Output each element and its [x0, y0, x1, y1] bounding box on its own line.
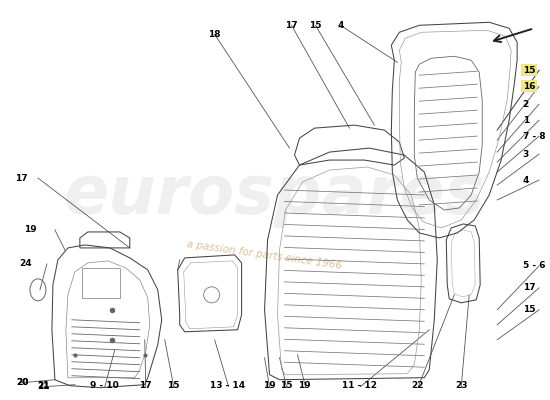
Text: 3: 3 [522, 150, 529, 158]
Text: eurospares: eurospares [64, 162, 485, 228]
Text: 17: 17 [15, 174, 28, 182]
Text: 21: 21 [38, 382, 50, 391]
Text: 19: 19 [24, 226, 36, 234]
Text: 20: 20 [16, 378, 28, 387]
Text: 9 - 10: 9 - 10 [90, 381, 119, 390]
Text: 15: 15 [522, 66, 535, 75]
Text: 20: 20 [16, 378, 28, 386]
Text: 11 - 12: 11 - 12 [342, 381, 377, 390]
Text: 22: 22 [411, 381, 424, 390]
Text: a passion for parts since 1966: a passion for parts since 1966 [186, 239, 343, 271]
Text: 2: 2 [522, 100, 529, 109]
Text: 15: 15 [309, 21, 322, 30]
Text: 15: 15 [522, 66, 535, 75]
Text: 4: 4 [337, 21, 344, 30]
Text: 15: 15 [167, 381, 179, 390]
Text: 15: 15 [522, 305, 535, 314]
Text: 19: 19 [263, 381, 276, 390]
Text: 16: 16 [522, 82, 535, 91]
Text: 23: 23 [455, 381, 468, 390]
Text: 5 - 6: 5 - 6 [522, 261, 545, 270]
Text: 1: 1 [522, 116, 529, 125]
Text: 17: 17 [285, 21, 298, 30]
Text: 4: 4 [522, 176, 529, 184]
Text: 17: 17 [522, 283, 535, 292]
Text: 17: 17 [139, 381, 152, 390]
Text: 18: 18 [208, 30, 221, 39]
Text: 24: 24 [20, 259, 32, 268]
Text: 21: 21 [38, 381, 50, 390]
Text: 13 - 14: 13 - 14 [210, 381, 245, 390]
Text: 15: 15 [280, 381, 293, 390]
Text: 7 - 8: 7 - 8 [522, 132, 546, 141]
Text: 19: 19 [299, 381, 311, 390]
